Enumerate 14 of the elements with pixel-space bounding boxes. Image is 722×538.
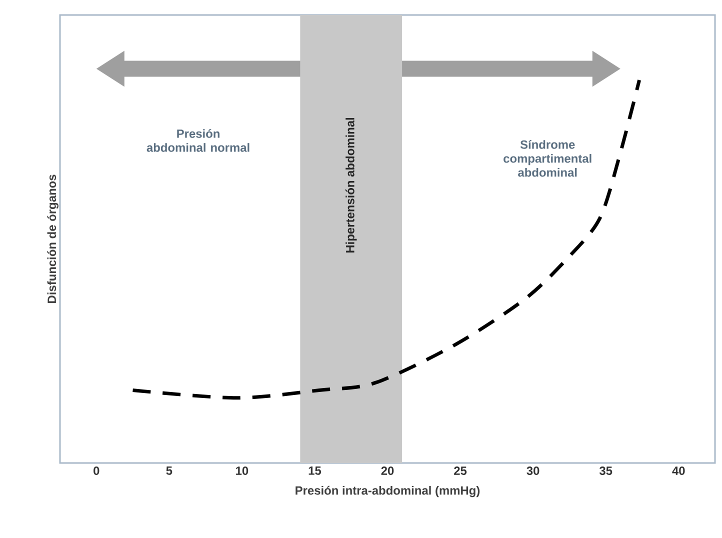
x-axis-title: Presión intra-abdominal (mmHg): [296, 486, 480, 498]
x-tick-label: 20: [381, 466, 394, 475]
x-tick-label: 30: [526, 466, 540, 476]
x-tick-label: 5: [166, 466, 172, 475]
annotation: Presión abdominal normal: [146, 129, 250, 152]
x-tick-label: 35: [599, 466, 612, 476]
x-tick-label: 25: [454, 466, 467, 475]
x-tick-label: 15: [308, 466, 322, 475]
x-tick-label: 10: [236, 466, 248, 475]
band-label: Hipertensión abdominal: [345, 118, 357, 253]
x-tick-label: 40: [672, 466, 685, 475]
y-axis-title: Disfunción de órganos: [47, 174, 58, 303]
x-tick-label: 0: [94, 466, 100, 475]
annotation: Síndrome compartimental abdominal: [504, 140, 592, 177]
